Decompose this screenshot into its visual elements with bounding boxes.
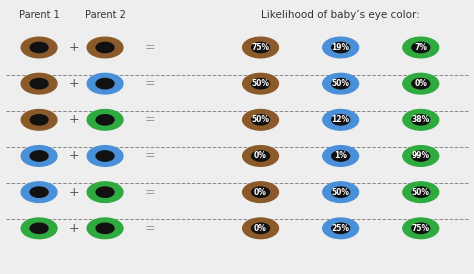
Circle shape — [323, 73, 358, 94]
Circle shape — [412, 187, 430, 197]
Circle shape — [332, 223, 350, 233]
Text: 19%: 19% — [332, 43, 350, 52]
Circle shape — [21, 182, 57, 202]
Circle shape — [252, 42, 270, 53]
Text: =: = — [145, 113, 155, 126]
Circle shape — [243, 218, 278, 239]
Circle shape — [412, 79, 430, 89]
Text: =: = — [145, 150, 155, 162]
Text: 25%: 25% — [332, 224, 350, 233]
Text: 50%: 50% — [412, 188, 430, 197]
Circle shape — [323, 182, 358, 202]
Text: 0%: 0% — [254, 152, 267, 161]
Text: +: + — [69, 150, 80, 162]
Text: +: + — [69, 186, 80, 199]
Text: 50%: 50% — [252, 79, 270, 88]
Text: 50%: 50% — [332, 79, 350, 88]
Circle shape — [403, 37, 438, 58]
Circle shape — [323, 218, 358, 239]
Text: 50%: 50% — [332, 188, 350, 197]
Text: =: = — [145, 186, 155, 199]
Circle shape — [323, 146, 358, 166]
Circle shape — [332, 151, 350, 161]
Circle shape — [403, 146, 438, 166]
Circle shape — [21, 73, 57, 94]
Circle shape — [21, 37, 57, 58]
Circle shape — [21, 110, 57, 130]
Text: 12%: 12% — [332, 115, 350, 124]
Circle shape — [96, 79, 114, 89]
Text: 99%: 99% — [412, 152, 430, 161]
Circle shape — [252, 187, 270, 197]
Text: Parent 2: Parent 2 — [85, 10, 126, 19]
Circle shape — [96, 115, 114, 125]
Circle shape — [21, 218, 57, 239]
Circle shape — [403, 73, 438, 94]
Text: Likelihood of baby’s eye color:: Likelihood of baby’s eye color: — [261, 10, 420, 19]
Text: +: + — [69, 41, 80, 54]
Circle shape — [332, 79, 350, 89]
Circle shape — [412, 151, 430, 161]
Circle shape — [30, 42, 48, 53]
Circle shape — [332, 115, 350, 125]
Circle shape — [21, 146, 57, 166]
Circle shape — [30, 151, 48, 161]
Circle shape — [243, 37, 278, 58]
Circle shape — [87, 218, 123, 239]
Text: +: + — [69, 222, 80, 235]
Circle shape — [403, 182, 438, 202]
Text: =: = — [145, 77, 155, 90]
Text: 0%: 0% — [414, 79, 427, 88]
Text: 7%: 7% — [414, 43, 427, 52]
Text: 75%: 75% — [412, 224, 430, 233]
Circle shape — [332, 42, 350, 53]
Circle shape — [87, 146, 123, 166]
Text: 50%: 50% — [252, 115, 270, 124]
Circle shape — [403, 110, 438, 130]
Circle shape — [87, 73, 123, 94]
Circle shape — [323, 110, 358, 130]
Circle shape — [412, 115, 430, 125]
Circle shape — [96, 151, 114, 161]
Circle shape — [252, 151, 270, 161]
Text: 0%: 0% — [254, 188, 267, 197]
Text: 0%: 0% — [254, 224, 267, 233]
Circle shape — [96, 187, 114, 197]
Text: +: + — [69, 113, 80, 126]
Circle shape — [412, 223, 430, 233]
Circle shape — [243, 110, 278, 130]
Text: 75%: 75% — [252, 43, 270, 52]
Circle shape — [243, 182, 278, 202]
Circle shape — [30, 187, 48, 197]
Circle shape — [252, 115, 270, 125]
Text: 38%: 38% — [411, 115, 430, 124]
Circle shape — [30, 79, 48, 89]
Circle shape — [412, 42, 430, 53]
Circle shape — [332, 187, 350, 197]
Circle shape — [252, 223, 270, 233]
Circle shape — [87, 37, 123, 58]
Circle shape — [323, 37, 358, 58]
Circle shape — [30, 223, 48, 233]
Circle shape — [87, 182, 123, 202]
Circle shape — [96, 42, 114, 53]
Text: =: = — [145, 41, 155, 54]
Text: =: = — [145, 222, 155, 235]
Circle shape — [243, 146, 278, 166]
Circle shape — [30, 115, 48, 125]
Text: +: + — [69, 77, 80, 90]
Text: Parent 1: Parent 1 — [18, 10, 59, 19]
Circle shape — [252, 79, 270, 89]
Circle shape — [87, 110, 123, 130]
Text: 1%: 1% — [334, 152, 347, 161]
Circle shape — [403, 218, 438, 239]
Circle shape — [96, 223, 114, 233]
Circle shape — [243, 73, 278, 94]
